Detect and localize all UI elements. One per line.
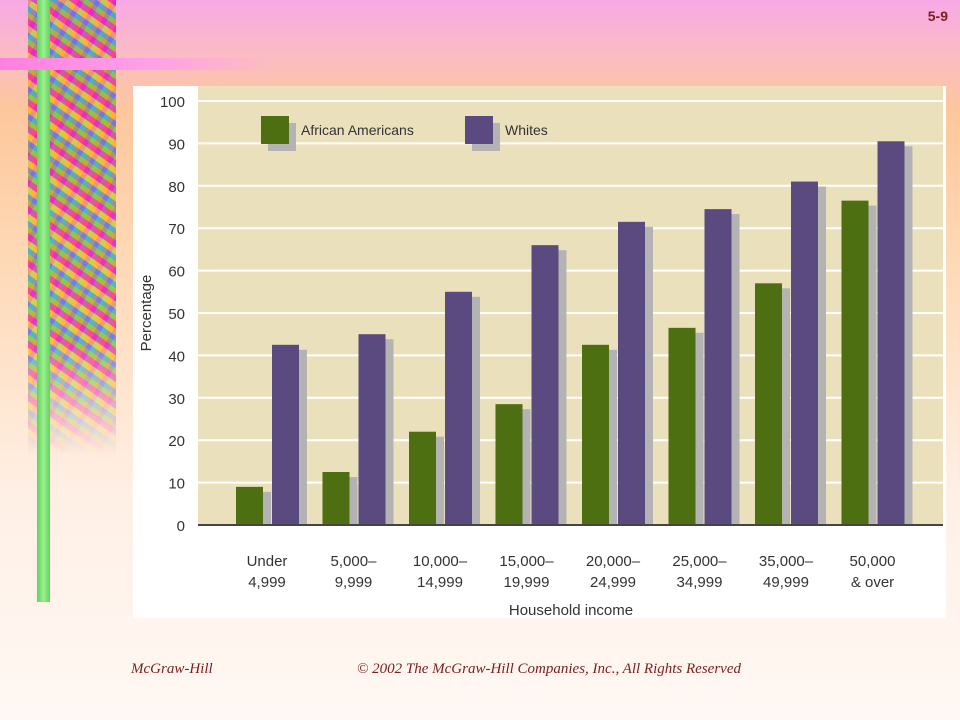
bar <box>668 327 696 525</box>
bar <box>618 221 645 525</box>
bar <box>877 141 905 525</box>
y-tick-label: 40 <box>168 348 185 365</box>
bar <box>791 181 818 525</box>
legend-swatch <box>261 116 289 144</box>
bar <box>755 283 782 525</box>
x-tick-label: 19,999 <box>504 574 550 591</box>
x-tick-label: 20,000– <box>586 553 641 570</box>
x-tick-label: 5,000– <box>331 553 378 570</box>
x-tick-label: 14,999 <box>417 574 463 591</box>
x-tick-label: 4,999 <box>248 574 286 591</box>
bar-chart: 0 10 20 30 40 50 60 70 80 90 100 Under 4,999 5,000– 9,… <box>138 86 943 618</box>
footer-publisher: McGraw-Hill <box>131 661 213 677</box>
decorative-pink-bar <box>0 58 270 70</box>
y-tick-label: 50 <box>168 306 185 323</box>
footer-copyright: © 2002 The McGraw-Hill Companies, Inc., … <box>357 661 741 677</box>
x-tick-label: 15,000– <box>499 553 554 570</box>
y-tick-label: 0 <box>177 518 185 535</box>
y-tick-label: 100 <box>160 94 185 111</box>
plot-background <box>198 86 943 525</box>
x-tick-label: Under <box>247 553 288 570</box>
x-tick-label: 10,000– <box>413 553 468 570</box>
y-axis-label: Percentage <box>138 275 155 352</box>
bar <box>531 245 559 525</box>
bar <box>582 344 609 525</box>
legend-label: Whites <box>505 122 548 138</box>
bar <box>236 486 263 525</box>
bar <box>409 431 436 525</box>
bar <box>495 404 523 525</box>
y-tick-label: 90 <box>168 136 185 153</box>
slide-number: 5-9 <box>927 8 948 24</box>
x-tick-label: 24,999 <box>590 574 636 591</box>
bar <box>704 209 732 525</box>
y-tick-label: 20 <box>168 433 185 450</box>
x-axis-label: Household income <box>509 602 633 618</box>
bar <box>322 472 350 525</box>
bar <box>841 200 869 525</box>
bar <box>272 344 299 525</box>
y-tick-label: 80 <box>168 179 185 196</box>
legend-swatch <box>465 116 493 144</box>
x-tick-label: & over <box>851 574 894 591</box>
x-tick-label: 49,999 <box>763 574 809 591</box>
y-tick-label: 30 <box>168 391 185 408</box>
bar <box>358 334 386 525</box>
legend-label: African Americans <box>301 122 414 138</box>
decorative-green-bar <box>37 0 50 602</box>
x-tick-label: 34,999 <box>677 574 723 591</box>
x-tick-label: 25,000– <box>672 553 727 570</box>
x-tick-label: 35,000– <box>759 553 814 570</box>
bar <box>445 291 472 525</box>
y-tick-label: 70 <box>168 221 185 238</box>
x-tick-label: 9,999 <box>335 574 373 591</box>
x-tick-label: 50,000 <box>850 553 896 570</box>
y-tick-label: 10 <box>168 476 185 493</box>
chart-panel: 0 10 20 30 40 50 60 70 80 90 100 Under 4,999 5,000– 9,… <box>133 86 946 618</box>
y-tick-label: 60 <box>168 264 185 281</box>
